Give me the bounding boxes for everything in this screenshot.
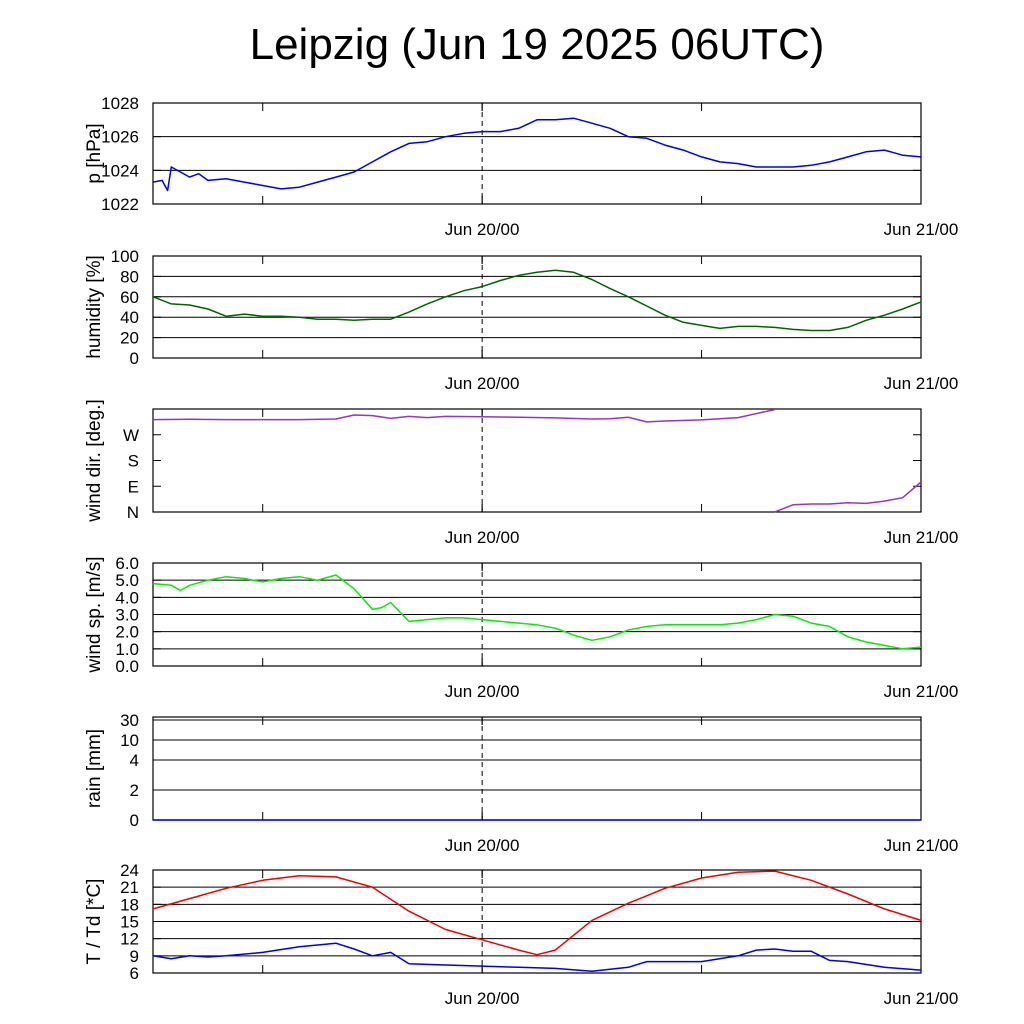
y-tick-label: 6.0	[115, 554, 139, 573]
y-axis-label: rain [mm]	[84, 729, 105, 808]
panel-frame	[152, 102, 922, 205]
x-tick-label: Jun 21/00	[884, 682, 959, 701]
series-line-0	[152, 117, 922, 192]
series-line-0	[152, 870, 922, 956]
x-tick-label: Jun 20/00	[445, 374, 520, 393]
y-tick-label: 0	[130, 349, 139, 368]
y-tick-label: 1.0	[115, 640, 139, 659]
x-tick-label: Jun 21/00	[884, 989, 959, 1008]
y-tick-label: 4	[130, 751, 139, 770]
y-tick-label: W	[123, 426, 139, 445]
y-tick-label: 3.0	[115, 606, 139, 625]
panel-0: 1022 1024 1026 1028 Jun 20/00 Jun 21/00 p [hPa…	[84, 94, 958, 239]
y-axis-label: wind dir. [deg.]	[84, 399, 105, 523]
x-tick-label: Jun 21/00	[884, 220, 959, 239]
y-tick-label: 2.0	[115, 623, 139, 642]
x-tick-label: Jun 21/00	[884, 836, 959, 855]
panel-frame	[152, 716, 922, 821]
x-tick-label: Jun 20/00	[445, 220, 520, 239]
series-line-0	[152, 408, 775, 423]
y-tick-label: 10	[120, 731, 139, 750]
x-tick-label: Jun 20/00	[445, 528, 520, 547]
y-tick-label: 2	[130, 781, 139, 800]
y-tick-label: 9	[130, 947, 139, 966]
y-axis-label: p [hPa]	[84, 123, 105, 183]
y-tick-label: 21	[120, 878, 139, 897]
y-tick-label: 30	[120, 711, 139, 730]
y-tick-label: 15	[120, 913, 139, 932]
series-line-0	[774, 481, 922, 513]
series-line-0	[152, 269, 922, 332]
y-axis-label: wind sp. [m/s]	[84, 556, 105, 673]
y-tick-label: 80	[120, 267, 139, 286]
panel-3: 0.01.02.03.04.05.06.0 Jun 20/00 Jun 21/00 w…	[84, 554, 958, 701]
x-tick-label: Jun 21/00	[884, 528, 959, 547]
series-line-0	[152, 574, 922, 650]
y-tick-label: S	[128, 452, 139, 471]
series-line-1	[152, 942, 922, 973]
y-tick-label: 60	[120, 288, 139, 307]
y-tick-label: 4.0	[115, 588, 139, 607]
y-axis-label: humidity [%]	[84, 255, 105, 358]
chart-title: Leipzig (Jun 19 2025 06UTC)	[249, 20, 825, 69]
y-tick-label: 1026	[101, 128, 139, 147]
y-tick-label: E	[128, 477, 139, 496]
panel-frame	[152, 562, 922, 667]
panel-frame	[152, 408, 922, 513]
y-tick-label: 40	[120, 308, 139, 327]
y-tick-label: 5.0	[115, 571, 139, 590]
x-tick-label: Jun 20/00	[445, 682, 520, 701]
y-tick-label: 100	[111, 247, 139, 266]
y-tick-label: 24	[120, 861, 139, 880]
y-tick-label: N	[127, 503, 139, 522]
y-tick-label: 1028	[101, 94, 139, 113]
y-tick-label: 12	[120, 930, 139, 949]
y-tick-label: 18	[120, 895, 139, 914]
y-axis-label: T / Td [*C]	[84, 879, 105, 965]
y-tick-label: 1024	[101, 161, 139, 180]
x-tick-label: Jun 20/00	[445, 836, 520, 855]
y-tick-label: 1022	[101, 195, 139, 214]
panel-frame	[152, 869, 922, 974]
y-tick-label: 6	[130, 964, 139, 983]
y-tick-label: 20	[120, 329, 139, 348]
x-tick-label: Jun 20/00	[445, 989, 520, 1008]
y-tick-label: 0	[130, 811, 139, 830]
y-tick-label: 0.0	[115, 657, 139, 676]
x-tick-label: Jun 21/00	[884, 374, 959, 393]
panel-frame	[152, 255, 922, 359]
